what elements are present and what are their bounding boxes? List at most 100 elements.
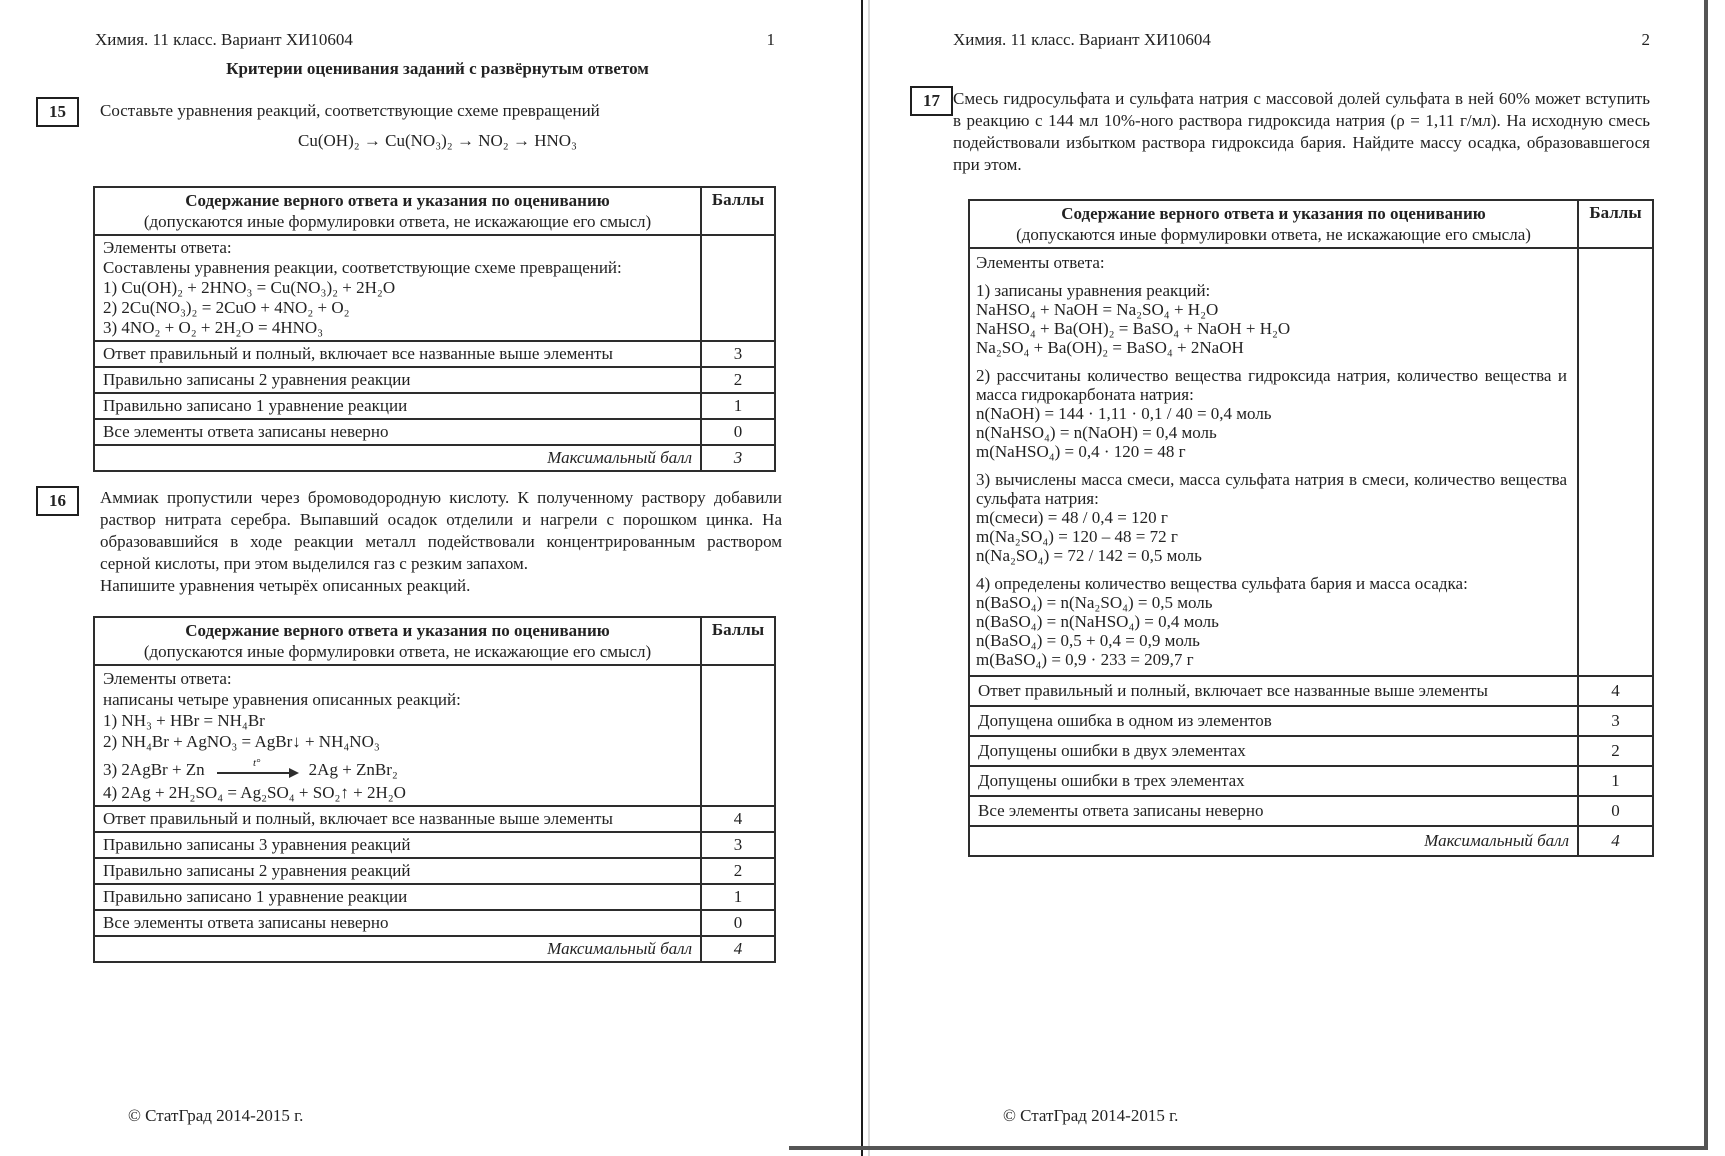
criterion-row: Ответ правильный и полный, включает все … <box>93 340 776 368</box>
task-16-text: Аммиак пропустили через бромоводородную … <box>100 487 782 597</box>
score-cell-empty <box>1577 247 1654 677</box>
max-score-row: Максимальный балл 4 <box>968 825 1654 857</box>
criterion-text: Правильно записано 1 уравнение реакции <box>93 883 702 911</box>
task-number-box-15: 15 <box>36 97 79 127</box>
equation-with-arrow: 3) 2AgBr + Zn t° 2Ag + ZnBr₂ <box>103 752 692 782</box>
criterion-text: Все элементы ответа записаны неверно <box>93 909 702 937</box>
page-1: Химия. 11 класс. Вариант ХИ10604 1 Крите… <box>0 0 861 1156</box>
task-16-paragraph-2: Напишите уравнения четырёх описанных реа… <box>100 576 471 595</box>
task-15-text: Составьте уравнения реакций, соответству… <box>100 101 600 120</box>
task-number: 16 <box>49 491 66 510</box>
footer-copyright: © СтатГрад 2014-2015 г. <box>128 1106 304 1125</box>
criterion-text: Допущены ошибки в двух элементах <box>968 735 1579 767</box>
page-header: Химия. 11 класс. Вариант ХИ10604 1 <box>95 30 775 50</box>
criterion-row: Все элементы ответа записаны неверно 0 <box>968 795 1654 827</box>
criterion-score: 3 <box>1577 705 1654 737</box>
table-header-title: Содержание верного ответа и указания по … <box>185 621 610 640</box>
window-edge-right <box>1704 0 1708 1150</box>
answer-section: 3) вычислены масса смеси, масса сульфата… <box>976 470 1567 565</box>
criterion-text: Правильно записаны 2 уравнения реакции <box>93 366 702 394</box>
table-header-content-cell: Содержание верного ответа и указания по … <box>93 186 702 236</box>
criterion-row: Допущена ошибка в одном из элементов 3 <box>968 705 1654 737</box>
table-header-subtitle: (допускаются иные формулировки ответа, н… <box>143 642 652 661</box>
task-number: 17 <box>923 91 940 110</box>
criterion-text: Допущены ошибки в трех элементах <box>968 765 1579 797</box>
arrow-condition-label: t° <box>252 757 261 769</box>
calculation-line: n(Na₂SO₄) = 72 / 142 = 0,5 моль <box>976 546 1202 565</box>
criteria-heading: Критерии оценивания заданий с развёрнуты… <box>226 59 649 78</box>
criterion-row: Все элементы ответа записаны неверно 0 <box>93 909 776 937</box>
answer-section: 1) записаны уравнения реакций: NaHSO₄ + … <box>976 281 1567 357</box>
criterion-row: Правильно записано 1 уравнение реакции 1 <box>93 883 776 911</box>
equation-right-part: 2Ag + ZnBr₂ <box>308 760 398 779</box>
task-15-scheme: Cu(OH)₂ → Cu(NO₃)₂ → NO₂ → HNO₃ <box>298 131 577 150</box>
criteria-table-16: Содержание верного ответа и указания по … <box>93 616 776 963</box>
criterion-score: 1 <box>700 392 776 420</box>
footer-copyright: © СтатГрад 2014-2015 г. <box>1003 1106 1179 1125</box>
calculation-line: m(BaSO₄) = 0,9 · 233 = 209,7 г <box>976 650 1194 669</box>
max-score-value: 4 <box>1577 825 1654 857</box>
task-16-paragraph: Аммиак пропустили через бромоводородную … <box>100 488 782 573</box>
equation-line: Na₂SO₄ + Ba(OH)₂ = BaSO₄ + 2NaOH <box>976 338 1244 357</box>
max-score-value: 4 <box>700 935 776 963</box>
equation-line: 4) 2Ag + 2H₂SO₄ = Ag₂SO₄ + SO₂↑ + 2H₂O <box>103 783 406 802</box>
page-divider <box>861 0 863 1156</box>
answer-line: написаны четыре уравнения описанных реак… <box>103 690 461 709</box>
equation-line: 2) NH₄Br + AgNO₃ = AgBr↓ + NH₄NO₃ <box>103 732 380 751</box>
calculation-line: m(Na₂SO₄) = 120 – 48 = 72 г <box>976 527 1178 546</box>
criterion-row: Допущены ошибки в двух элементах 2 <box>968 735 1654 767</box>
criterion-row: Все элементы ответа записаны неверно 0 <box>93 418 776 446</box>
page-2: Химия. 11 класс. Вариант ХИ10604 2 17 См… <box>863 0 1724 1156</box>
calculation-line: n(NaHSO₄) = n(NaOH) = 0,4 моль <box>976 423 1217 442</box>
criterion-row: Ответ правильный и полный, включает все … <box>93 805 776 833</box>
score-column-header: Баллы <box>700 186 776 236</box>
criterion-score: 0 <box>1577 795 1654 827</box>
criterion-score: 0 <box>700 418 776 446</box>
max-score-row: Максимальный балл 3 <box>93 444 776 472</box>
criterion-score: 4 <box>1577 675 1654 707</box>
criterion-score: 0 <box>700 909 776 937</box>
criterion-score: 2 <box>700 366 776 394</box>
answer-content-cell: Элементы ответа: Составлены уравнения ре… <box>93 234 702 342</box>
criteria-table-15: Содержание верного ответа и указания по … <box>93 186 776 472</box>
answer-line: 1) записаны уравнения реакций: <box>976 281 1211 300</box>
criterion-text: Ответ правильный и полный, включает все … <box>93 805 702 833</box>
criterion-score: 2 <box>1577 735 1654 767</box>
arrow-shaft <box>216 768 299 778</box>
table-header-subtitle: (допускаются иные формулировки ответа, н… <box>143 212 652 231</box>
header-title: Химия. 11 класс. Вариант ХИ10604 <box>953 30 1211 49</box>
criterion-row: Правильно записаны 2 уравнения реакции 2 <box>93 366 776 394</box>
header-title: Химия. 11 класс. Вариант ХИ10604 <box>95 30 353 49</box>
criterion-score: 3 <box>700 340 776 368</box>
calculation-line: n(NaOH) = 144 · 1,11 · 0,1 / 40 = 0,4 мо… <box>976 404 1272 423</box>
page-header: Химия. 11 класс. Вариант ХИ10604 2 <box>953 30 1650 50</box>
calculation-line: m(смеси) = 48 / 0,4 = 120 г <box>976 508 1168 527</box>
criterion-score: 2 <box>700 857 776 885</box>
max-score-label: Максимальный балл <box>93 444 702 472</box>
calculation-line: n(BaSO₄) = n(Na₂SO₄) = 0,5 моль <box>976 593 1213 612</box>
calculation-line: n(BaSO₄) = n(NaHSO₄) = 0,4 моль <box>976 612 1219 631</box>
table-header-content-cell: Содержание верного ответа и указания по … <box>968 199 1579 249</box>
criterion-row: Ответ правильный и полный, включает все … <box>968 675 1654 707</box>
table-header-row: Содержание верного ответа и указания по … <box>93 616 776 666</box>
task-number: 15 <box>49 102 66 121</box>
max-score-value: 3 <box>700 444 776 472</box>
reaction-arrow-icon: t° <box>216 757 299 780</box>
equation-line: NaHSO₄ + Ba(OH)₂ = BaSO₄ + NaOH + H₂O <box>976 319 1291 338</box>
criterion-score: 1 <box>1577 765 1654 797</box>
task-17-text: Смесь гидросульфата и сульфата натрия с … <box>953 89 1650 174</box>
equation-left-part: 3) 2AgBr + Zn <box>103 760 205 779</box>
table-header-subtitle: (допускаются иные формулировки ответа, н… <box>1016 225 1531 244</box>
criterion-row: Правильно записаны 3 уравнения реакций 3 <box>93 831 776 859</box>
criterion-row: Правильно записано 1 уравнение реакции 1 <box>93 392 776 420</box>
answer-line: 2) рассчитаны количество вещества гидрок… <box>976 366 1567 404</box>
criterion-text: Ответ правильный и полный, включает все … <box>968 675 1579 707</box>
criterion-row: Правильно записаны 2 уравнения реакций 2 <box>93 857 776 885</box>
answer-content-cell: Элементы ответа: написаны четыре уравнен… <box>93 664 702 807</box>
task-number-box-16: 16 <box>36 486 79 516</box>
page-number: 2 <box>1641 30 1651 49</box>
page-number: 1 <box>766 30 776 49</box>
equation-line: 3) 4NO₂ + O₂ + 2H₂O = 4HNO₃ <box>103 318 324 337</box>
max-score-row: Максимальный балл 4 <box>93 935 776 963</box>
